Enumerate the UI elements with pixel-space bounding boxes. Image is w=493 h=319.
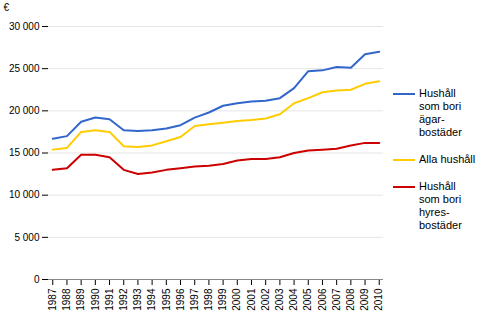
svg-text:1990: 1990: [90, 288, 101, 311]
svg-text:30 000: 30 000: [9, 21, 40, 32]
svg-text:0: 0: [34, 274, 40, 285]
html-text:Alla hushåll: Alla hushåll: [419, 153, 476, 165]
svg-text:1989: 1989: [75, 288, 86, 311]
svg-text:1988: 1988: [61, 288, 72, 311]
svg-text:2008: 2008: [345, 288, 356, 311]
svg-text:15 000: 15 000: [9, 147, 40, 158]
svg-text:2006: 2006: [317, 288, 328, 311]
svg-text:1998: 1998: [203, 288, 214, 311]
svg-text:2003: 2003: [274, 288, 285, 311]
svg-text:2001: 2001: [246, 288, 257, 311]
svg-text:€: €: [4, 2, 10, 13]
svg-text:1992: 1992: [118, 288, 129, 311]
svg-text:2009: 2009: [359, 288, 370, 311]
svg-text:5 000: 5 000: [14, 232, 39, 243]
svg-text:1999: 1999: [217, 288, 228, 311]
svg-text:2007: 2007: [331, 288, 342, 311]
svg-text:2002: 2002: [260, 288, 271, 311]
svg-text:2010: 2010: [373, 288, 384, 311]
svg-text:10 000: 10 000: [9, 189, 40, 200]
svg-text:25 000: 25 000: [9, 63, 40, 74]
svg-text:1993: 1993: [132, 288, 143, 311]
svg-text:1996: 1996: [175, 288, 186, 311]
html-text:Hushåll som bori hyres- bostäd: Hushåll som bori hyres- bostäder: [419, 180, 462, 231]
svg-text:2000: 2000: [231, 288, 242, 311]
html-text:Hushåll som bori ägar- bostäde: Hushåll som bori ägar- bostäder: [419, 87, 462, 138]
svg-text:20 000: 20 000: [9, 105, 40, 116]
svg-text:2004: 2004: [288, 288, 299, 311]
svg-text:2005: 2005: [302, 288, 313, 311]
svg-text:1997: 1997: [189, 288, 200, 311]
svg-text:1994: 1994: [146, 288, 157, 311]
svg-text:1995: 1995: [161, 288, 172, 311]
svg-text:1991: 1991: [104, 288, 115, 311]
svg-text:1987: 1987: [47, 288, 58, 311]
